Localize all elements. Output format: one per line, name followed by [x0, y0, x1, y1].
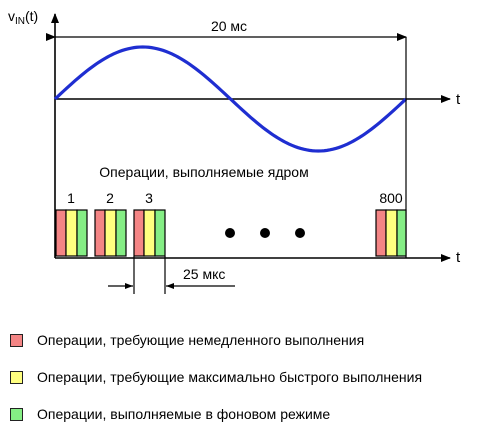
ellipsis-dot: [225, 228, 235, 238]
sine-wave: [53, 45, 408, 153]
timeline-title: Операции, выполняемые ядром: [99, 164, 308, 180]
block-1-immediate: [55, 209, 67, 257]
operation-block-1: 1: [55, 190, 88, 257]
block-800-fastest: [385, 209, 398, 257]
operation-block-2: 2: [94, 190, 127, 257]
legend-item-immediate: Операции, требующие немедленного выполне…: [10, 332, 422, 349]
legend-label-immediate: Операции, требующие немедленного выполне…: [37, 332, 365, 348]
ellipsis-dot: [260, 228, 270, 238]
legend-swatch-immediate: [10, 334, 23, 347]
ellipsis-dot: [295, 228, 305, 238]
legend-swatch-background: [10, 408, 23, 421]
interval-label: 25 мкс: [183, 266, 225, 282]
operation-block-800: 800: [375, 190, 407, 257]
block-1-background: [76, 209, 88, 257]
block-800-background: [396, 209, 407, 257]
block-800-label: 800: [379, 190, 403, 206]
block-1-label: 1: [67, 190, 75, 206]
signal-time-label: t: [456, 91, 461, 108]
block-3-fastest: [143, 209, 156, 257]
operation-block-3: 3: [133, 190, 166, 257]
legend-item-fastest: Операции, требующие максимально быстрого…: [10, 369, 422, 386]
block-1-fastest: [65, 209, 78, 257]
timeline-time-label: t: [456, 249, 461, 266]
block-3-immediate: [133, 209, 145, 257]
period-label: 20 мс: [211, 18, 247, 34]
block-2-fastest: [104, 209, 117, 257]
legend-item-background: Операции, выполняемые в фоновом режиме: [10, 406, 422, 423]
legend: Операции, требующие немедленного выполне…: [10, 332, 422, 443]
block-2-background: [115, 209, 127, 257]
block-3-label: 3: [145, 190, 153, 206]
legend-label-fastest: Операции, требующие максимально быстрого…: [37, 369, 423, 385]
block-2-label: 2: [106, 190, 114, 206]
block-2-immediate: [94, 209, 106, 257]
legend-swatch-fastest: [10, 371, 23, 384]
block-800-immediate: [375, 209, 387, 257]
legend-label-background: Операции, выполняемые в фоновом режиме: [37, 406, 331, 422]
vin-axis-label: vIN(t): [8, 8, 38, 27]
block-3-background: [154, 209, 166, 257]
diagram: vIN(t) 20 мс t Операции, выполняемые ядр…: [8, 8, 461, 294]
